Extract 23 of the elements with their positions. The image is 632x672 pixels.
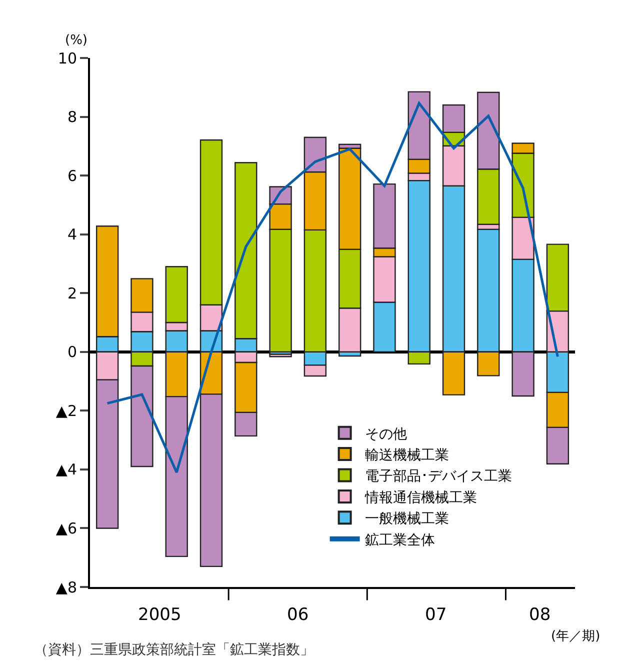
legend-label: 電子部品･デバイス工業 bbox=[364, 468, 512, 485]
y-tick-label: 2 bbox=[67, 284, 77, 302]
legend-label: 一般機械工業 bbox=[364, 511, 449, 528]
y-tick-label: ▲4 bbox=[56, 460, 77, 479]
y-tick-label: 8 bbox=[67, 108, 77, 126]
y-tick-label: ▲8 bbox=[56, 578, 77, 596]
y-tick-label: 10 bbox=[58, 49, 77, 68]
text: 07 bbox=[425, 605, 447, 625]
y-tick-label: 6 bbox=[67, 166, 77, 185]
legend-label: その他 bbox=[364, 426, 407, 442]
text: (年／期) bbox=[551, 629, 600, 644]
y-tick-label: 4 bbox=[67, 226, 77, 244]
legend-label: 鉱工業全体 bbox=[364, 532, 435, 548]
y-tick-label: ▲6 bbox=[56, 519, 77, 538]
text: 08 bbox=[529, 605, 551, 625]
text: （資料）三重県政策部統計室「鉱工業指数」 bbox=[34, 642, 314, 658]
legend-label: 輸送機械工業 bbox=[364, 448, 449, 464]
legend-label: 情報通信機械工業 bbox=[364, 490, 477, 506]
y-tick-label: ▲2 bbox=[56, 402, 77, 420]
text: 2005 bbox=[138, 605, 182, 625]
y-tick-label: 0 bbox=[67, 343, 77, 362]
y-axis-title: (%) bbox=[65, 33, 88, 48]
text: 06 bbox=[287, 605, 309, 625]
